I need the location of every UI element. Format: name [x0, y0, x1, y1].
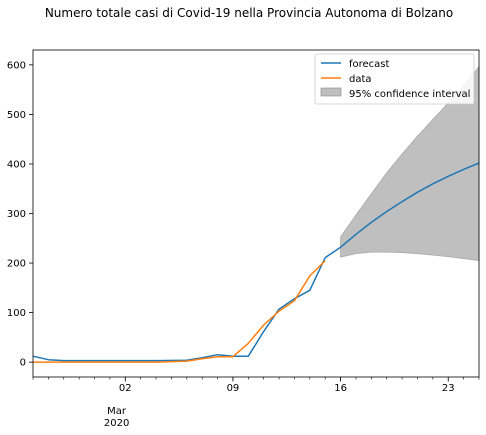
- series-line-data: [33, 260, 326, 363]
- y-tick-label: 300: [7, 209, 26, 220]
- x-tick-label: 09: [227, 383, 240, 394]
- y-tick-label: 0: [20, 358, 26, 369]
- y-tick-label: 400: [7, 159, 26, 170]
- series-layer: [32, 162, 480, 363]
- y-tick-label: 200: [7, 259, 26, 270]
- y-tick-label: 600: [7, 60, 26, 71]
- x-year-label: 2020: [104, 418, 129, 429]
- y-tick-label: 500: [7, 110, 26, 121]
- plot-area: 0 100 200 300 400 500 600 Mar 2020 02 09 16 23: [7, 49, 480, 429]
- x-tick-label: 16: [334, 383, 347, 394]
- legend-data-label: data: [349, 74, 372, 85]
- chart-title: Numero totale casi di Covid-19 nella Pro…: [45, 6, 453, 20]
- legend-ci-swatch: [320, 87, 342, 97]
- y-tick-label: 100: [7, 308, 26, 319]
- x-axis: Mar 2020 02 09 16 23: [32, 377, 480, 429]
- legend-box: [314, 53, 475, 105]
- series-line-forecast: [32, 162, 480, 362]
- x-tick-label: 02: [119, 383, 132, 394]
- legend-forecast-label: forecast: [349, 59, 390, 70]
- legend: forecast data 95% confidence interval: [314, 53, 475, 105]
- legend-ci-label: 95% confidence interval: [349, 89, 470, 100]
- y-axis: 0 100 200 300 400 500 600: [7, 60, 33, 369]
- x-tick-label: 23: [442, 383, 455, 394]
- x-month-label: Mar: [107, 406, 127, 417]
